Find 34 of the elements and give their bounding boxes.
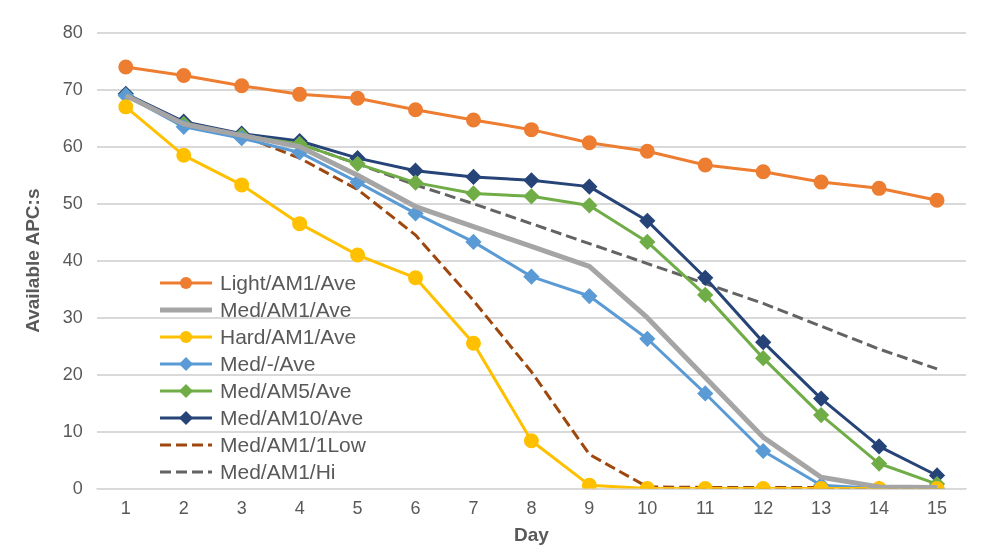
x-tick-label: 10 [637, 498, 658, 519]
legend-label: Hard/AM1/Ave [220, 324, 357, 350]
y-tick-label: 0 [72, 477, 83, 498]
x-tick-label: 8 [526, 498, 537, 519]
legend-label: Med/AM1/Ave [220, 297, 352, 323]
x-tick-label: 4 [294, 498, 305, 519]
legend-label: Med/AM5/Ave [220, 378, 352, 404]
y-axis-title: Available APC:s [21, 188, 43, 333]
x-tick-label: 5 [352, 498, 363, 519]
x-tick-label: 13 [811, 498, 832, 519]
legend-label: Med/AM10/Ave [220, 405, 364, 431]
x-tick-label: 6 [410, 498, 421, 519]
x-tick-label: 7 [468, 498, 479, 519]
legend-label: Med/AM1/Hi [220, 459, 336, 485]
x-tick-label: 12 [753, 498, 774, 519]
x-axis-title: Day [513, 523, 550, 545]
y-tick-label: 30 [62, 306, 83, 327]
y-tick-label: 40 [62, 249, 83, 270]
x-tick-label: 11 [695, 498, 715, 519]
y-tick-label: 50 [62, 192, 83, 213]
x-tick-label: 2 [178, 498, 189, 519]
legend-label: Med/AM1/1Low [220, 432, 366, 458]
y-tick-label: 60 [62, 135, 83, 156]
y-tick-label: 70 [62, 78, 83, 99]
x-tick-label: 14 [869, 498, 890, 519]
x-tick-label: 1 [120, 498, 131, 519]
y-tick-label: 20 [62, 363, 83, 384]
x-tick-label: 15 [927, 498, 948, 519]
legend-label: Med/-/Ave [220, 351, 316, 377]
y-tick-label: 10 [62, 420, 83, 441]
x-tick-label: 9 [584, 498, 595, 519]
legend-label: Light/AM1/Ave [220, 270, 357, 296]
y-tick-label: 80 [62, 21, 83, 42]
x-tick-label: 3 [236, 498, 247, 519]
